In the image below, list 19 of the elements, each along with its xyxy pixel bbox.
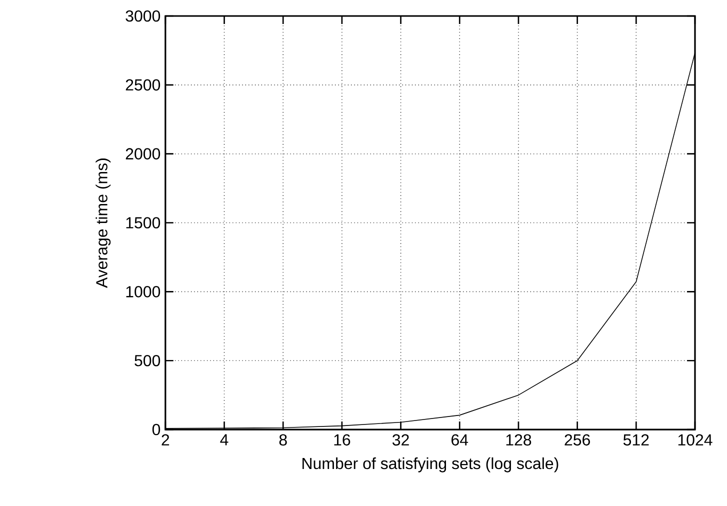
x-tick-label: 128 — [506, 434, 532, 446]
x-tick-label: 64 — [452, 434, 468, 446]
x-tick-label: 8 — [279, 434, 287, 446]
y-tick-label: 1000 — [126, 286, 160, 298]
x-tick-label: 2 — [162, 434, 170, 446]
x-axis-title: Number of satisfying sets (log scale) — [302, 458, 558, 473]
y-tick-label: 2500 — [126, 79, 160, 91]
x-tick-label: 1024 — [678, 434, 712, 446]
y-tick-label: 2000 — [126, 148, 160, 160]
x-tick-label: 512 — [623, 434, 649, 446]
y-tick-label: 500 — [134, 355, 160, 366]
y-tick-label: 3000 — [126, 10, 160, 22]
y-tick-label: 1500 — [126, 217, 160, 229]
x-tick-label: 4 — [220, 434, 228, 446]
x-tick-label: 16 — [334, 434, 350, 446]
x-tick-label: 256 — [564, 434, 590, 446]
x-tick-label: 32 — [392, 434, 409, 446]
y-tick-label: 0 — [152, 424, 160, 436]
y-axis-title: Average time (ms) — [96, 158, 111, 288]
